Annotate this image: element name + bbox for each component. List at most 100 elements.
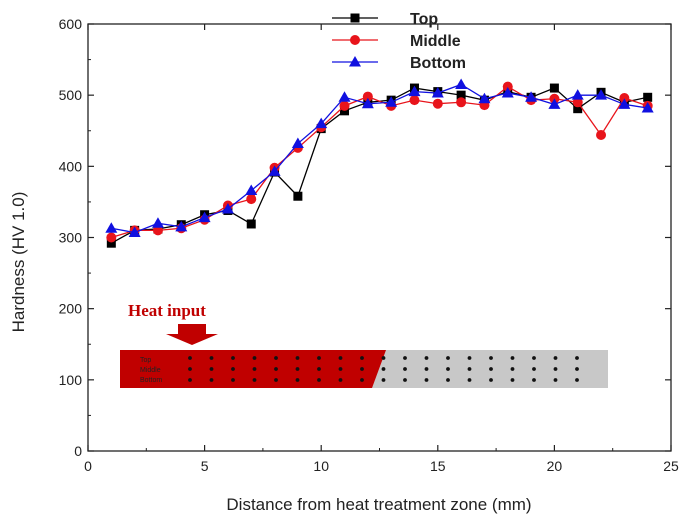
row-label-top: Top [140,357,151,364]
indent-dot [532,356,536,360]
indent-dot [188,356,192,360]
indent-dot [424,356,429,360]
indent-dot [575,367,579,371]
series-marker [246,194,257,205]
series-marker [362,91,373,102]
indent-dot [403,367,407,371]
y-axis-label: Hardness (HV 1.0) [9,192,28,333]
x-tick-label: 20 [547,458,563,474]
series-marker [293,191,303,201]
indent-dot [360,356,364,360]
series-marker [361,97,374,109]
series-marker [105,222,118,233]
series-marker [408,85,421,97]
indent-dot [209,367,214,371]
y-tick-label: 400 [59,158,83,174]
series-marker [432,98,443,109]
series-marker [549,83,559,93]
indent-dot [532,378,536,382]
indent-dot [338,378,343,382]
indent-dot [295,356,300,360]
y-tick-label: 200 [59,301,83,317]
series-marker [431,87,444,98]
series-marker [268,165,281,176]
series-marker [455,78,468,89]
y-tick-label: 500 [59,87,83,103]
legend-label: Middle [410,33,461,50]
series-marker [350,13,360,23]
series-marker [619,93,630,104]
indent-dot [489,367,493,371]
indent-dot [553,367,558,371]
series-marker [221,203,234,214]
indent-dot [252,356,257,360]
row-label-middle: Middle [140,367,161,374]
series-marker [152,225,163,236]
x-tick-label: 5 [201,458,209,474]
indent-dot [489,378,493,382]
indent-dot [403,378,407,382]
indent-dot [231,378,235,382]
legend-label: Bottom [410,55,466,72]
series-marker [198,211,211,223]
indent-dot [532,367,536,371]
indent-dot [467,378,472,382]
series-marker [456,90,466,100]
legend-entry-top: Top [332,11,438,28]
series-marker [525,91,538,102]
indent-dot [510,367,515,371]
indent-dot [338,356,343,360]
indent-dot [231,356,235,360]
series-marker [478,92,491,104]
legend-label: Top [410,11,438,28]
y-tick-label: 0 [74,443,82,459]
indent-dot [295,378,300,382]
series-marker [596,130,607,141]
indent-dot [446,378,450,382]
series-marker [315,117,328,129]
row-label-bottom: Bottom [140,377,162,384]
x-tick-label: 10 [313,458,329,474]
series-marker [501,87,514,98]
y-tick-label: 300 [59,230,83,246]
y-tick-label: 600 [59,16,83,32]
series-marker [106,238,116,248]
indent-dot [252,378,257,382]
indent-dot [360,378,364,382]
indent-dot [188,367,192,371]
indent-dot [209,378,214,382]
indent-dot [188,378,192,382]
series-marker [618,98,631,109]
axes: 0 5 10 15 20 25 0 100 200 300 400 500 600 [59,16,679,474]
indent-dot [317,367,321,371]
indent-dot [489,356,493,360]
indent-dot [274,378,278,382]
series-marker [338,91,351,102]
indent-dot [467,356,472,360]
heat-input-inset: Heat input Top Middle Bottom [120,301,608,388]
series-marker [595,89,608,100]
indent-dot [209,356,214,360]
series-marker [291,137,304,149]
indent-dot [403,356,407,360]
legend-entry-middle: Middle [332,33,461,50]
indent-dot [274,356,278,360]
indent-dot [274,367,278,371]
indent-dot [575,356,579,360]
series-marker [246,219,256,229]
indent-dot [424,378,429,382]
series-marker [572,97,583,108]
series-marker [106,232,117,243]
series-marker [643,92,653,102]
series-bottom [105,78,654,238]
series-marker [573,104,583,114]
series-marker [548,98,561,109]
series-layer [105,78,654,248]
indent-dot [446,356,450,360]
indent-dot [553,356,558,360]
y-tick-label: 100 [59,372,83,388]
series-marker [339,100,350,111]
indent-dot [424,367,429,371]
